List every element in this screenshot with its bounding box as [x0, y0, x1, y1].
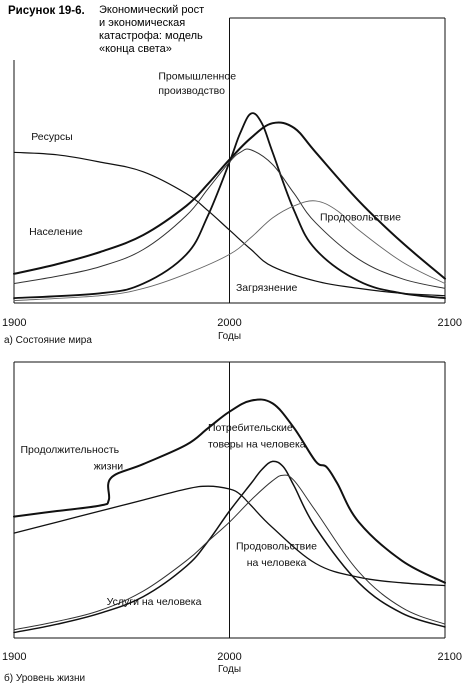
panel-b-series-line-2: [13, 460, 446, 634]
panel-b-series-line-1: [13, 398, 446, 584]
panel-a-annotation-4: производство: [158, 85, 225, 97]
panel-b-tick-label-1900: 1900: [2, 651, 26, 663]
panel-a: Ресурсы Население Промышленное производство…: [2, 17, 462, 346]
panel-b-series-line-4: [13, 474, 446, 631]
panel-b: Продолжительность жизни Потребительские тов…: [2, 361, 462, 684]
panel-b-annotation-5: Продовольствие: [236, 541, 317, 553]
panel-a-x-axis-label: Годы: [218, 331, 241, 342]
figure-title-line-3: катастрофа: модель: [99, 30, 203, 42]
panel-a-series-line-3: [13, 112, 446, 299]
panel-b-annotation-4: товеры на человека: [208, 439, 306, 451]
panel-b-annotation-3: Потребительские: [208, 422, 293, 434]
figure-title-line-1: Экономический рост: [99, 4, 204, 16]
panel-b-caption: б) Уровень жизни: [4, 672, 85, 684]
panel-a-annotation-6: Загрязнение: [236, 282, 298, 294]
panel-a-caption: а) Состояние мира: [4, 335, 92, 346]
panel-a-annotation-5: Продовольствие: [320, 211, 401, 223]
panel-b-tick-label-2100: 2100: [438, 651, 462, 663]
panel-a-series-line-1: [13, 151, 446, 297]
panel-b-annotation-6: на человека: [247, 557, 307, 569]
panel-b-x-axis-label: Годы: [218, 664, 241, 675]
panel-b-annotation-2: жизни: [94, 461, 124, 473]
figure-title-line-2: и экономическая: [99, 17, 185, 29]
panel-b-series-line-3: [13, 485, 446, 587]
panel-a-tick-label-1900: 1900: [2, 317, 26, 329]
figure-label: Рисунок 19-6.: [8, 5, 85, 17]
panel-a-series-line-5: [13, 200, 446, 302]
panel-a-series-line-2: [13, 121, 446, 280]
panel-a-annotation-2: Население: [29, 226, 83, 238]
panel-a-tick-label-2100: 2100: [438, 317, 462, 329]
panel-a-series-line-4: [13, 148, 446, 289]
panel-a-tick-label-2000: 2000: [217, 317, 241, 329]
figure-title-line-4: «конца света»: [99, 43, 172, 55]
figure-title: Экономический рост и экономическая катас…: [99, 4, 204, 55]
panel-b-tick-label-2000: 2000: [217, 651, 241, 663]
panel-a-annotation-1: Ресурсы: [31, 131, 72, 143]
panel-b-annotation-1: Продолжительность: [20, 444, 119, 456]
panel-a-annotation-3: Промышленное: [158, 70, 236, 82]
panel-b-annotation-7: Услуги на человека: [107, 596, 202, 608]
